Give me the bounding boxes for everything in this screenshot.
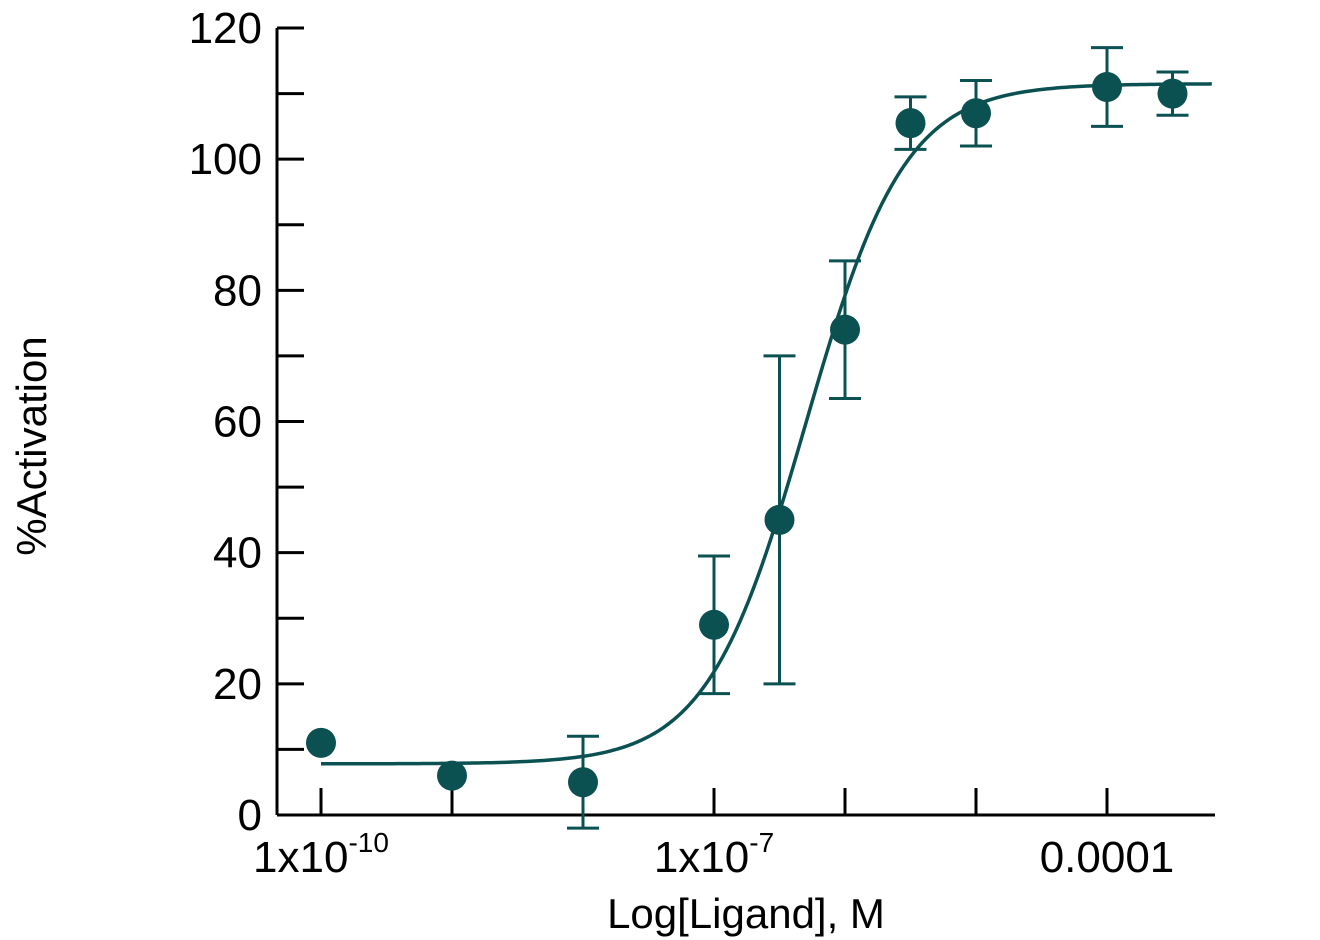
y-axis-title: %Activation [8,336,55,555]
data-point [306,727,336,758]
y-tick-label: 60 [213,398,262,447]
y-tick-label: 80 [213,266,262,315]
x-tick-label: 0.0001 [1040,833,1175,882]
y-tick-label: 120 [189,4,262,53]
y-tick-label: 100 [189,135,262,184]
data-point [568,767,598,798]
data-point [764,504,795,535]
data-point [1157,78,1188,109]
data-point [830,314,860,345]
error-bars [567,46,1189,830]
x-axis-title: Log[Ligand], M [607,890,885,937]
y-axis-ticks: 0 20 40 60 80 100 120 [189,4,304,840]
x-tick-label: 1x10-10 [253,827,389,882]
fit-curve-group [320,82,1212,766]
fit-curve [320,82,1212,766]
data-point [699,609,729,640]
y-tick-label: 0 [238,791,262,840]
data-point [961,98,991,129]
y-tick-label: 20 [213,660,262,709]
x-axis-ticks: 1x10-10 1x10-7 0.0001 [253,788,1174,882]
data-points [306,72,1188,798]
y-tick-label: 40 [213,529,262,578]
x-tick-label: 1x10-7 [654,827,774,882]
data-point [437,760,467,791]
axes [275,28,1215,817]
data-point [895,108,926,139]
data-point [1092,72,1122,103]
